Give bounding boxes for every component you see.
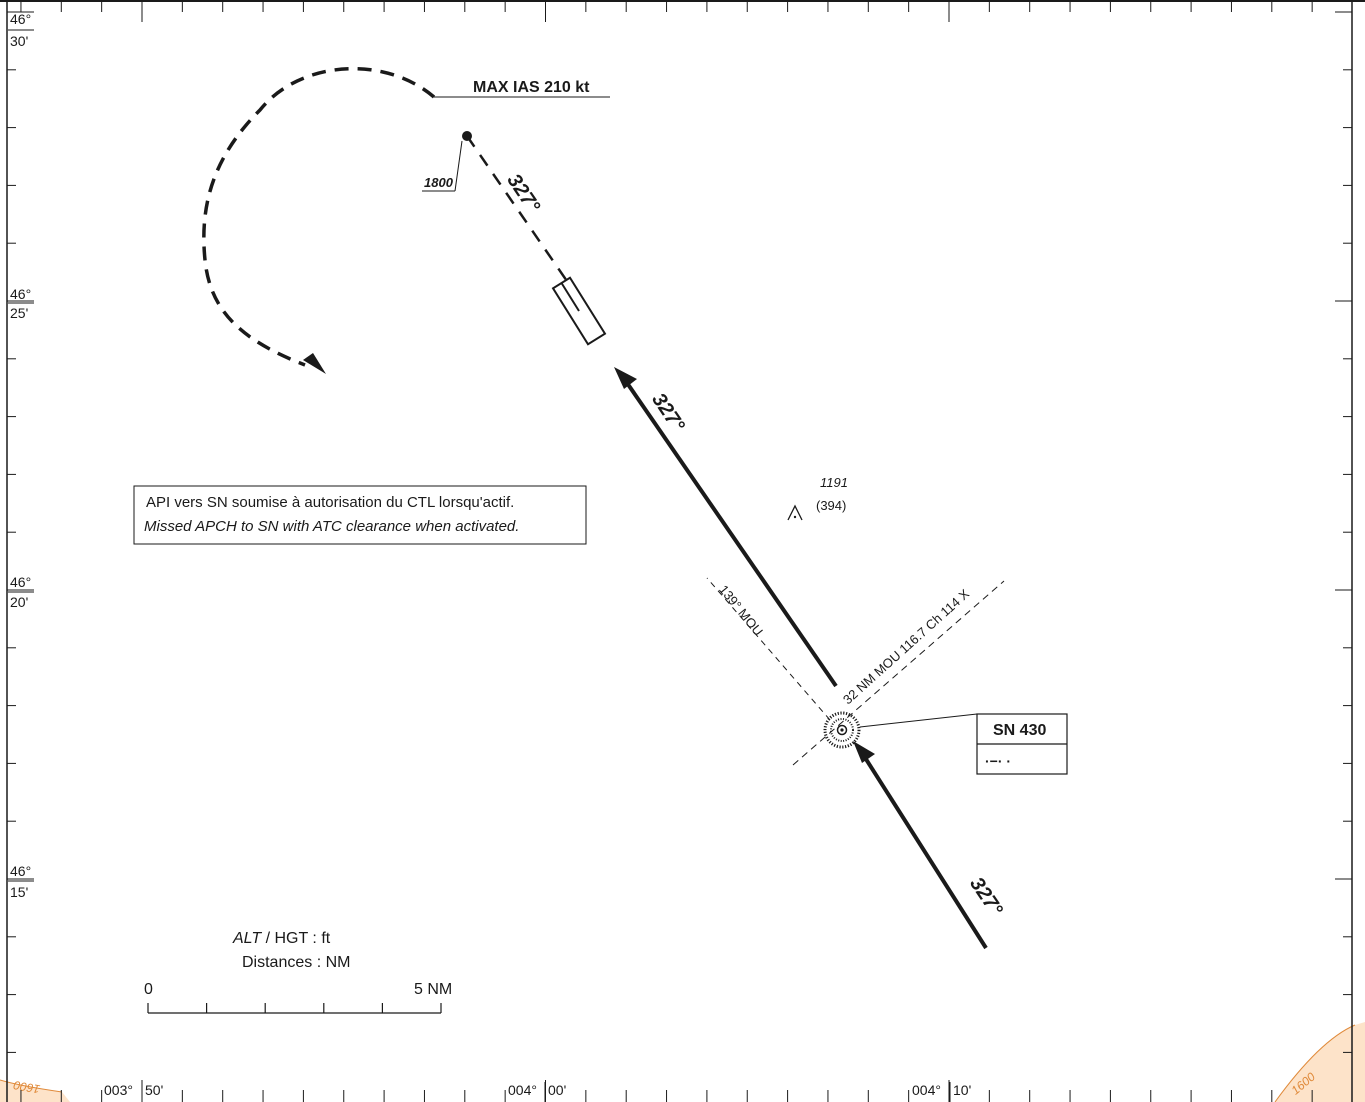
inbound-arrowhead (853, 741, 875, 763)
terrain-contour-right (1274, 1024, 1356, 1102)
fix-sn-430 (823, 711, 861, 749)
fix-mid-ring (830, 718, 854, 742)
missed-approach-note-box (133, 485, 587, 545)
scale-start-label: 0 (144, 981, 153, 998)
latitude-minutes: 30' (10, 33, 28, 49)
missed-approach-arrowhead (303, 353, 326, 374)
fix-morse-code: ·−· · (985, 753, 1011, 769)
inbound-track-label: 327° (965, 873, 1007, 920)
latitude-degrees: 46° (10, 574, 31, 590)
final-approach-arrowhead (614, 367, 637, 389)
dme-line (792, 580, 1005, 766)
scale-bar (147, 1003, 442, 1014)
inbound-track (862, 754, 988, 950)
turn-altitude-leader (454, 140, 463, 192)
contour-label-left: 1600 (12, 1078, 41, 1096)
longitude-degrees: 004° (508, 1082, 537, 1098)
terrain-contour-left (0, 1079, 63, 1093)
longitude-label-003-50: 003° 50' (104, 1082, 163, 1102)
units-distances: Distances : NM (242, 954, 350, 971)
fix-name-label: SN 430 (993, 722, 1046, 739)
latitude-minutes: 25' (10, 305, 28, 321)
latitude-degrees: 46° (10, 863, 31, 879)
fix-outer-ring (823, 711, 861, 749)
obstacle-symbol (787, 504, 803, 521)
obstacle-height: (394) (816, 498, 846, 513)
missed-approach-turn (202, 66, 436, 367)
turn-point (462, 131, 472, 141)
radial-label: 139° MOU (716, 582, 766, 639)
latitude-label-46-20: 46° 20' (8, 574, 34, 610)
note-english: Missed APCH to SN with ATC clearance whe… (144, 518, 519, 535)
terrain-area-right (1275, 1022, 1365, 1102)
graticule-ticks (7, 1, 1352, 1102)
longitude-label-004-10: 004° 10' (912, 1082, 971, 1102)
units-alt-italic: ALT (232, 930, 262, 947)
note-french: API vers SN soumise à autorisation du CT… (146, 494, 514, 511)
latitude-label-46-30: 46° 30' (8, 11, 34, 49)
scale-end-label: 5 NM (414, 981, 452, 998)
final-approach-track-label: 327° (647, 389, 689, 436)
fix-leader-line (859, 713, 978, 728)
fix-center-dot (840, 728, 844, 732)
latitude-degrees: 46° (10, 286, 31, 302)
radial-line (706, 577, 831, 721)
latitude-degrees: 46° (10, 11, 31, 27)
longitude-minutes: 10' (953, 1082, 971, 1098)
latitude-minutes: 20' (10, 594, 28, 610)
units-alt-rest: / HGT : ft (261, 930, 331, 947)
units-altitude: ALT / HGT : ft (232, 930, 331, 947)
runway-symbol (551, 276, 607, 346)
latitude-label-46-25: 46° 25' (8, 286, 34, 321)
dme-label: 32 NM MOU 116.7 Ch 114 X (840, 586, 972, 707)
longitude-degrees: 004° (912, 1082, 941, 1098)
longitude-label-004-00: 004° 00' (508, 1082, 566, 1102)
latitude-minutes: 15' (10, 884, 28, 900)
obstacle-altitude: 1191 (820, 475, 848, 490)
longitude-degrees: 003° (104, 1082, 133, 1098)
final-approach-track (623, 378, 838, 688)
turn-altitude-label: 1800 (424, 175, 454, 190)
missed-approach-climb (465, 135, 582, 301)
speed-limit-label: MAX IAS 210 kt (473, 79, 590, 96)
latitude-label-46-15: 46° 15' (8, 863, 34, 900)
missed-approach-track-label: 327° (503, 170, 545, 217)
longitude-minutes: 50' (145, 1082, 163, 1098)
longitude-minutes: 00' (548, 1082, 566, 1098)
terrain-area-left (0, 1080, 70, 1102)
